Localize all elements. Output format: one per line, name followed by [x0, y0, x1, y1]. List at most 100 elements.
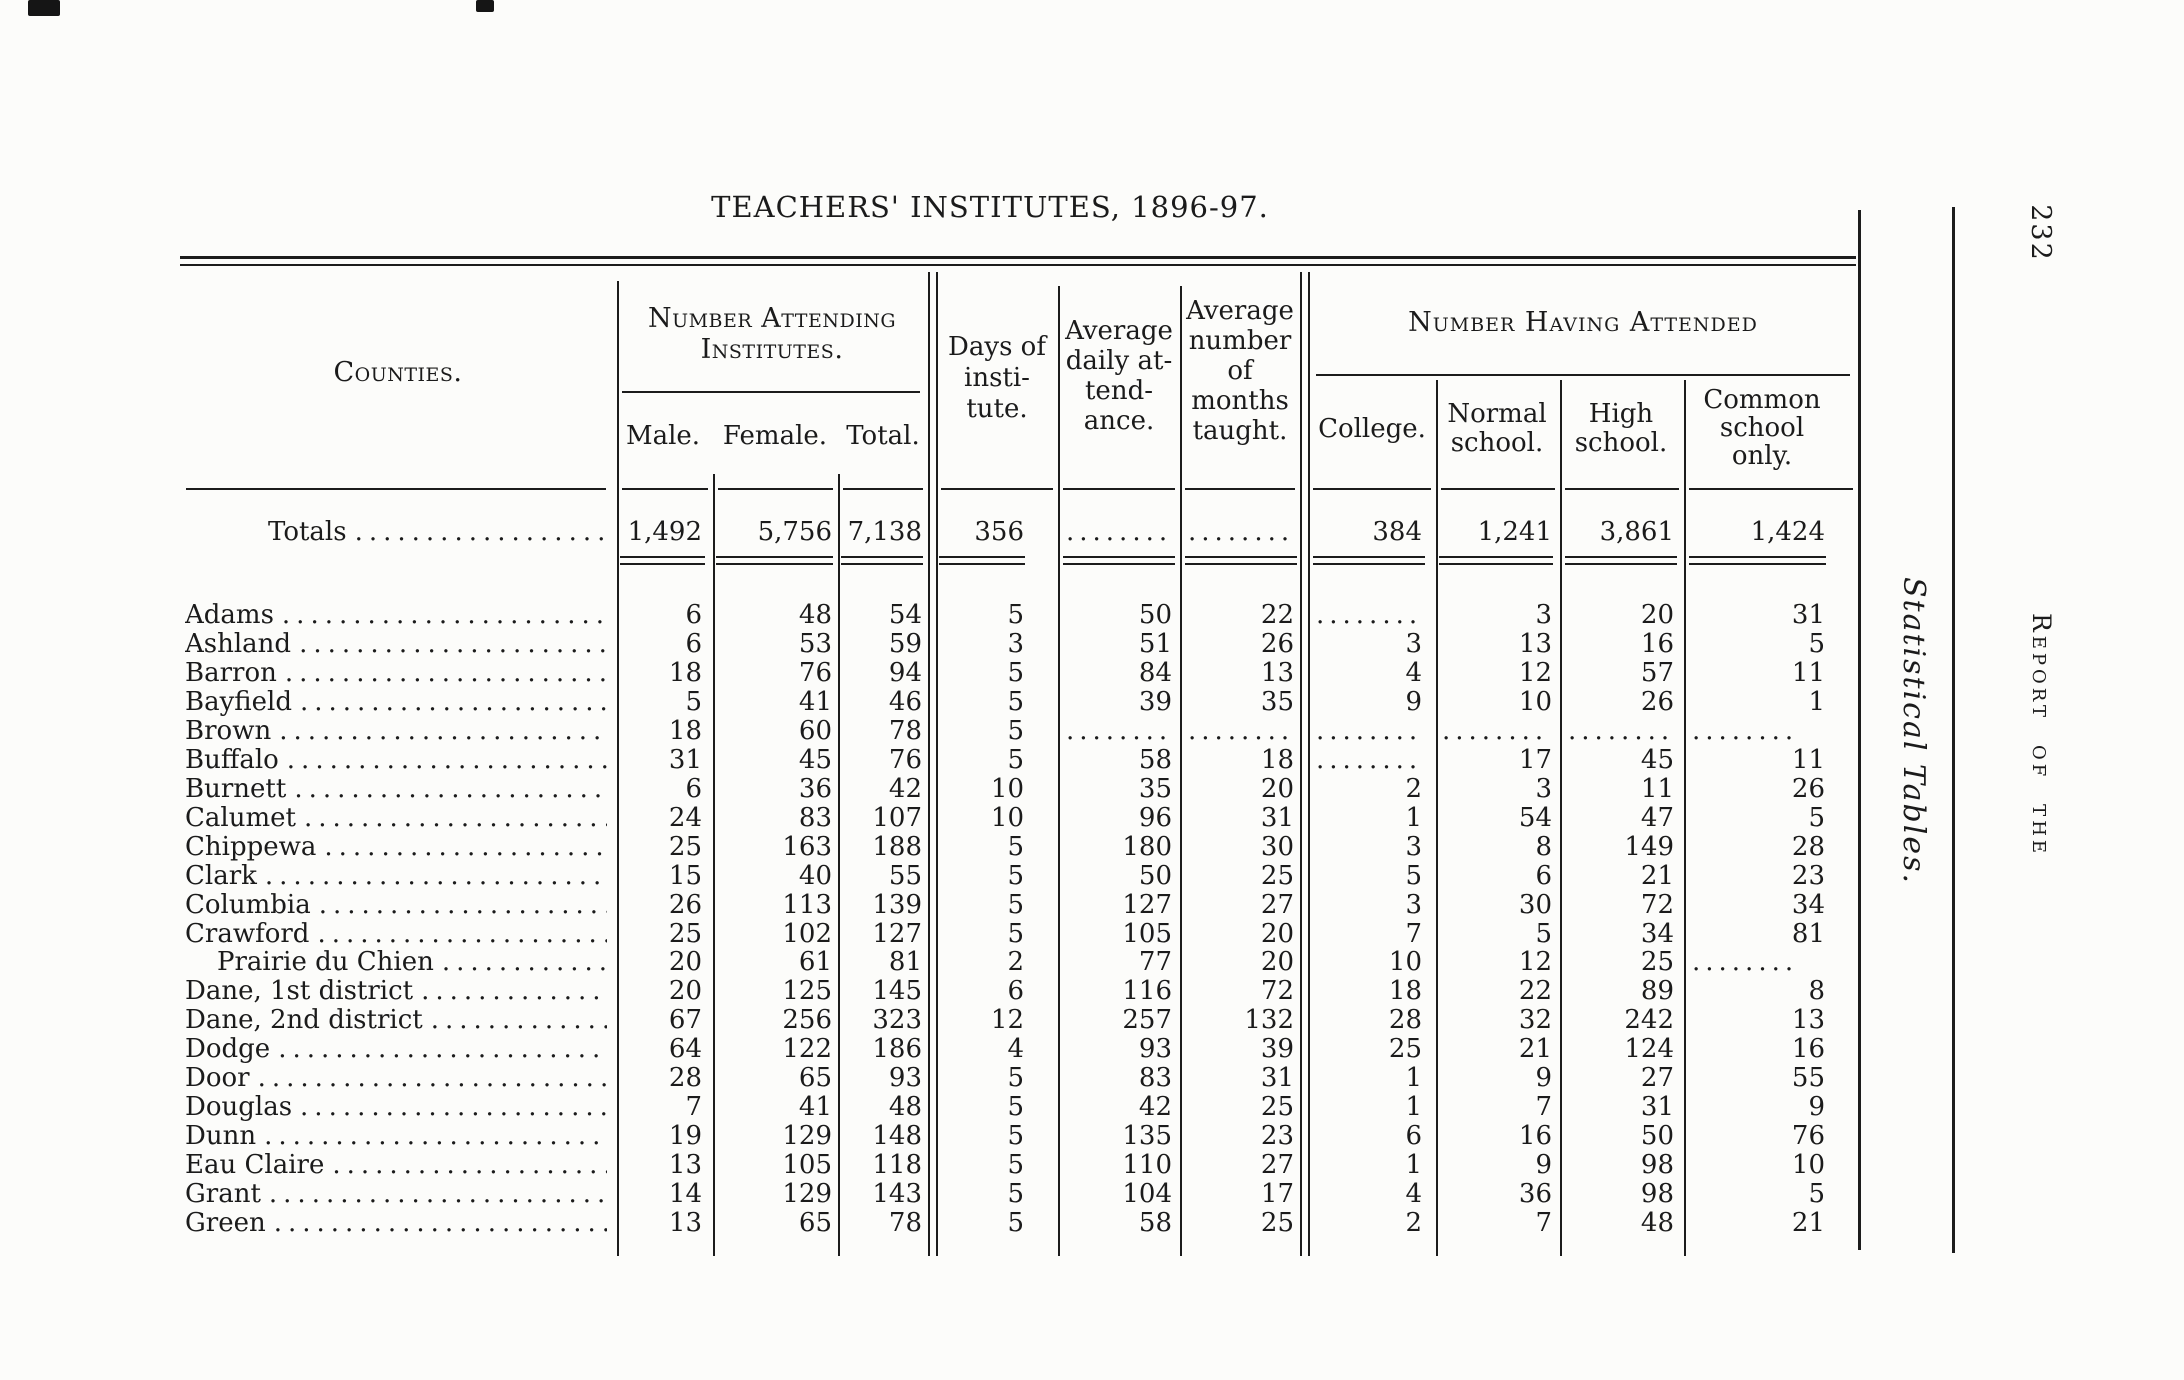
cell-days: 5 — [1007, 716, 1024, 745]
county-cell: Calumet — [185, 804, 607, 832]
dot-leader — [355, 518, 607, 546]
table-rule-horizontal — [841, 556, 923, 558]
cell-days: 356 — [974, 518, 1024, 546]
column-header-avg-months: Average number of months taught. — [1186, 296, 1294, 446]
cell-normal: ........ — [1442, 716, 1549, 745]
table-rule-horizontal — [841, 563, 923, 565]
county-cell: Door — [185, 1064, 607, 1092]
county-name: Adams — [185, 601, 274, 629]
cell-male: 13 — [668, 1151, 702, 1179]
cell-female: 129 — [782, 1180, 832, 1208]
cell-days: 5 — [1007, 890, 1024, 919]
cell-normal: 5 — [1535, 919, 1552, 948]
cell-high: ........ — [1568, 716, 1675, 745]
cell-male: 19 — [668, 1122, 702, 1151]
cell-days: 5 — [1007, 832, 1024, 861]
cell-avg_months: 27 — [1260, 890, 1294, 919]
table-rule-horizontal — [939, 563, 1025, 565]
cell-avg_months: 25 — [1260, 861, 1294, 890]
table-rule-horizontal — [622, 488, 708, 490]
cell-female: 163 — [782, 832, 832, 861]
cell-female: 48 — [798, 601, 832, 629]
cell-male: 25 — [668, 832, 702, 861]
cell-normal: 7 — [1535, 1208, 1552, 1237]
county-cell: Buffalo — [185, 746, 607, 774]
cell-total: 107 — [872, 803, 922, 832]
cell-days: 12 — [990, 1006, 1024, 1035]
table-rule-vertical — [928, 272, 930, 1256]
table-rule-horizontal — [1313, 563, 1425, 565]
cell-normal: 16 — [1518, 1122, 1552, 1151]
cell-avg_daily: 104 — [1122, 1180, 1172, 1208]
cell-avg_daily: 110 — [1122, 1151, 1172, 1179]
table-rule-horizontal — [1063, 556, 1175, 558]
cell-avg_daily: 116 — [1122, 977, 1172, 1006]
cell-normal: 6 — [1535, 861, 1552, 890]
cell-college: ........ — [1316, 716, 1423, 745]
cell-total: 78 — [888, 1208, 922, 1237]
cell-high: 25 — [1640, 948, 1674, 977]
cell-normal: 36 — [1518, 1180, 1552, 1208]
cell-total: 145 — [872, 977, 922, 1006]
cell-total: 42 — [888, 774, 922, 803]
county-cell: Dunn — [185, 1122, 607, 1150]
table-rule-horizontal — [939, 556, 1025, 558]
table-rule-horizontal — [843, 488, 923, 490]
cell-total: 76 — [888, 745, 922, 774]
cell-college: ........ — [1316, 745, 1423, 774]
cell-male: 25 — [668, 919, 702, 948]
cell-avg_daily: ........ — [1066, 716, 1173, 745]
cell-total: 186 — [872, 1035, 922, 1064]
cell-college: 3 — [1405, 630, 1422, 658]
table-row: Dane, 2nd district 67 256 323 12 257 132 28 32 24… — [183, 1006, 1827, 1034]
page-number: 232 — [2025, 204, 2056, 262]
cell-avg_daily: 180 — [1122, 832, 1172, 861]
cell-high: 20 — [1640, 601, 1674, 629]
table-rule-vertical — [713, 474, 715, 1256]
cell-common: 31 — [1791, 601, 1825, 629]
cell-college: 10 — [1388, 948, 1422, 977]
cell-avg_months: 30 — [1260, 832, 1294, 861]
cell-female: 60 — [798, 716, 832, 745]
cell-avg_daily: 58 — [1138, 1208, 1172, 1237]
cell-female: 41 — [798, 1093, 832, 1122]
column-header-female: Female. — [722, 421, 828, 451]
cell-avg_months: ........ — [1188, 518, 1295, 546]
column-group-attending-line2: Institutes. — [700, 334, 844, 365]
cell-avg_months: 27 — [1260, 1151, 1294, 1179]
county-name: Door — [185, 1064, 250, 1093]
table-rule-horizontal — [622, 391, 920, 393]
table-row: Chippewa 25 163 188 5 180 30 3 8 149 28 — [183, 833, 1827, 861]
column-group-attended: Number Having Attended — [1408, 307, 1758, 338]
county-cell: Grant — [185, 1180, 607, 1208]
table-row: Burnett 6 36 42 10 35 20 2 3 11 26 — [183, 775, 1827, 803]
cell-female: 102 — [782, 919, 832, 948]
county-name: Burnett — [185, 774, 287, 803]
table-rule-horizontal — [180, 256, 1856, 259]
cell-days: 5 — [1007, 1093, 1024, 1122]
county-name: Prairie du Chien — [217, 948, 434, 977]
cell-male: 13 — [668, 1208, 702, 1237]
cell-normal: 13 — [1518, 630, 1552, 658]
table-rule-horizontal — [1439, 556, 1553, 558]
cell-normal: 12 — [1518, 658, 1552, 687]
cell-college: 3 — [1405, 890, 1422, 919]
table-rule-horizontal — [716, 563, 833, 565]
table-row: Bayfield 5 41 46 5 39 35 9 10 26 1 — [183, 688, 1827, 716]
cell-normal: 17 — [1518, 745, 1552, 774]
cell-avg_daily: 127 — [1122, 890, 1172, 919]
cell-common: 23 — [1791, 861, 1825, 890]
dot-leader — [299, 630, 607, 658]
county-cell: Chippewa — [185, 833, 607, 861]
cell-days: 5 — [1007, 1064, 1024, 1093]
cell-avg_months: 26 — [1260, 630, 1294, 658]
table-rule-horizontal — [1565, 556, 1677, 558]
cell-avg_months: 22 — [1260, 601, 1294, 629]
cell-college: 7 — [1405, 919, 1422, 948]
county-cell: Green — [185, 1209, 607, 1237]
dot-leader — [332, 1151, 607, 1179]
county-cell: Dodge — [185, 1035, 607, 1063]
cell-common: 9 — [1808, 1093, 1825, 1122]
cell-total: 78 — [888, 716, 922, 745]
